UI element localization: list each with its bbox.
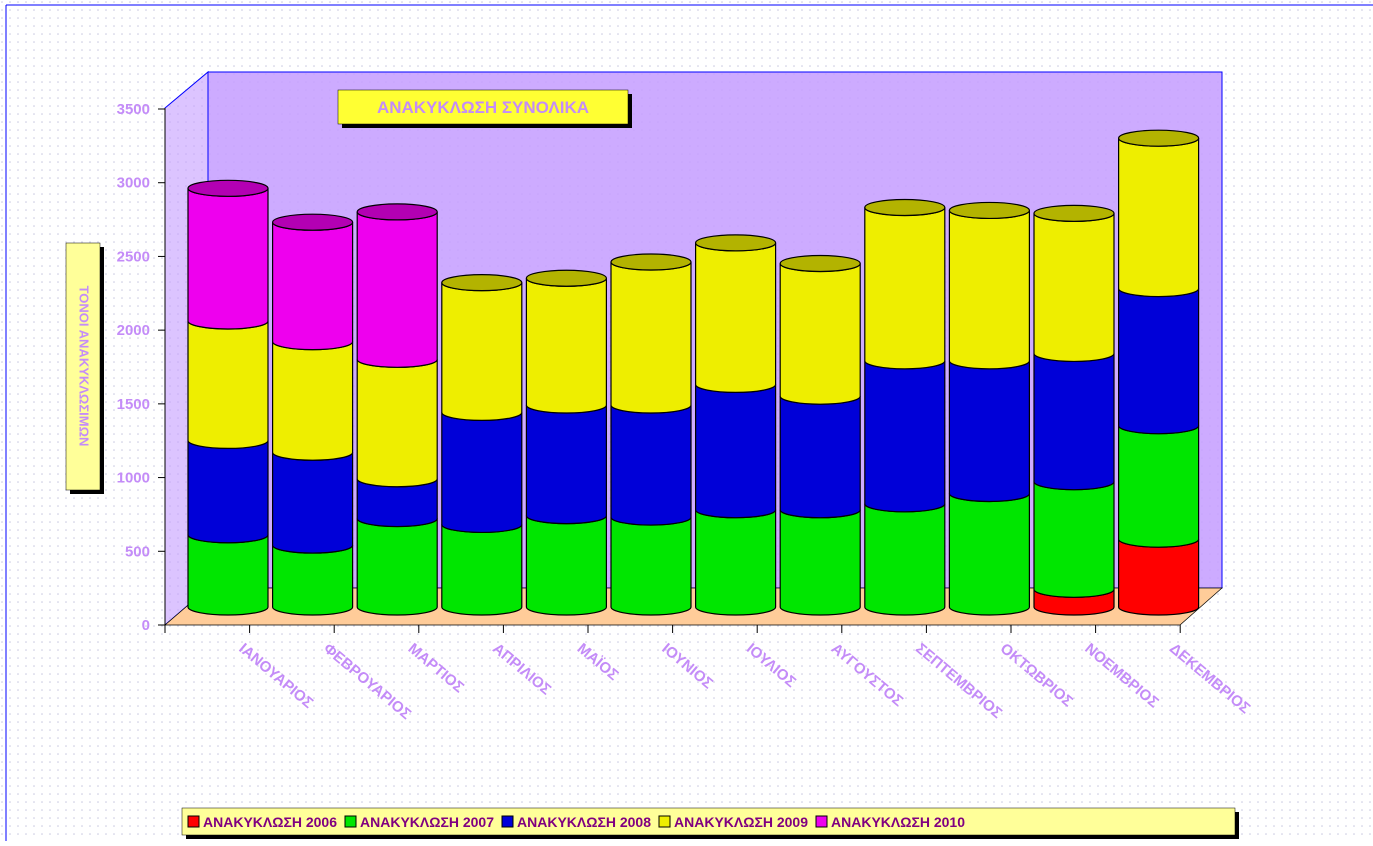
- cylinder-segment: [272, 452, 354, 554]
- legend-swatch: [815, 815, 828, 828]
- y-tick-label: 2000: [117, 322, 150, 339]
- cylinder-segment: [356, 359, 438, 488]
- cylinder-segment: [610, 404, 692, 526]
- y-axis-label: ΤΟΝΟΙ ΑΝΑΚΥΚΛΩΣΙΜΩΝ: [77, 286, 92, 447]
- cylinder-segment: [1033, 213, 1115, 363]
- cylinder-segment: [525, 278, 607, 414]
- legend-label: ΑΝΑΚΥΚΛΩΣΗ 2009: [674, 814, 808, 830]
- cylinder-segment: [1118, 539, 1200, 616]
- title-box: [337, 89, 629, 125]
- cylinder-segment: [779, 396, 861, 519]
- cylinder-segment: [441, 282, 523, 421]
- cylinder-top: [694, 234, 777, 252]
- cylinder-top: [356, 203, 438, 221]
- legend-label: ΑΝΑΚΥΚΛΩΣΗ 2007: [360, 814, 494, 830]
- cylinder-segment: [272, 341, 354, 461]
- cylinder-segment: [272, 222, 354, 351]
- y-tick-label: 500: [125, 543, 150, 560]
- chart-title: ΑΝΑΚΥΚΛΩΣΗ ΣΥΝΟΛΙΚΑ: [377, 98, 589, 117]
- cylinder-segment: [948, 360, 1030, 503]
- cylinder-top: [948, 201, 1031, 220]
- cylinder-segment: [272, 544, 354, 616]
- legend-box: [181, 807, 1236, 836]
- y-label-box: [65, 242, 101, 491]
- cylinder-top: [1117, 129, 1200, 147]
- cylinder-segment: [695, 242, 777, 393]
- cylinder-segment: [187, 440, 269, 544]
- legend-label: ΑΝΑΚΥΚΛΩΣΗ 2010: [831, 814, 965, 830]
- cylinder-segment: [610, 261, 692, 414]
- legend-swatch: [658, 815, 671, 828]
- cylinder-segment: [1118, 138, 1200, 298]
- cylinder-segment: [187, 534, 269, 616]
- cylinder-segment: [610, 516, 692, 616]
- y-tick-label: 3000: [117, 175, 150, 192]
- y-tick-label: 1000: [117, 470, 150, 487]
- cylinder-segment: [356, 211, 438, 368]
- cylinder-segment: [525, 404, 607, 525]
- legend-label: ΑΝΑΚΥΚΛΩΣΗ 2008: [517, 814, 651, 830]
- cylinder-segment: [1118, 425, 1200, 548]
- cylinder-top: [272, 213, 354, 231]
- cylinder-top: [1033, 204, 1115, 222]
- cylinder-segment: [1033, 353, 1115, 491]
- cylinder-segment: [441, 524, 523, 616]
- cylinder-segment: [948, 493, 1030, 616]
- y-tick-label: 1500: [117, 396, 150, 413]
- legend-swatch: [501, 815, 514, 828]
- legend-label: ΑΝΑΚΥΚΛΩΣΗ 2006: [203, 814, 337, 830]
- cylinder-segment: [525, 515, 607, 616]
- legend-swatch: [187, 815, 200, 828]
- cylinder-segment: [864, 360, 946, 513]
- cylinder-segment: [779, 263, 861, 405]
- y-tick-label: 2500: [117, 248, 150, 265]
- cylinder-segment: [441, 412, 523, 534]
- cylinder-segment: [187, 320, 269, 450]
- cylinder-segment: [948, 210, 1030, 370]
- cylinder-top: [864, 198, 946, 217]
- cylinder-segment: [1118, 288, 1200, 435]
- cylinder-segment: [695, 384, 777, 519]
- cylinder-top: [525, 269, 608, 287]
- cylinder-segment: [864, 503, 946, 616]
- cylinder-segment: [864, 207, 946, 370]
- cylinder-top: [187, 179, 269, 197]
- cylinder-segment: [779, 509, 861, 616]
- cylinder-segment: [356, 518, 438, 616]
- cylinder-top: [779, 254, 861, 273]
- cylinder-segment: [1033, 481, 1115, 598]
- cylinder-segment: [695, 509, 777, 616]
- cylinder-top: [441, 274, 523, 292]
- y-tick-label: 3500: [117, 101, 150, 118]
- cylinder-top: [610, 253, 692, 271]
- cylinder-segment: [187, 188, 269, 330]
- legend-swatch: [344, 815, 357, 828]
- y-tick-label: 0: [142, 617, 150, 634]
